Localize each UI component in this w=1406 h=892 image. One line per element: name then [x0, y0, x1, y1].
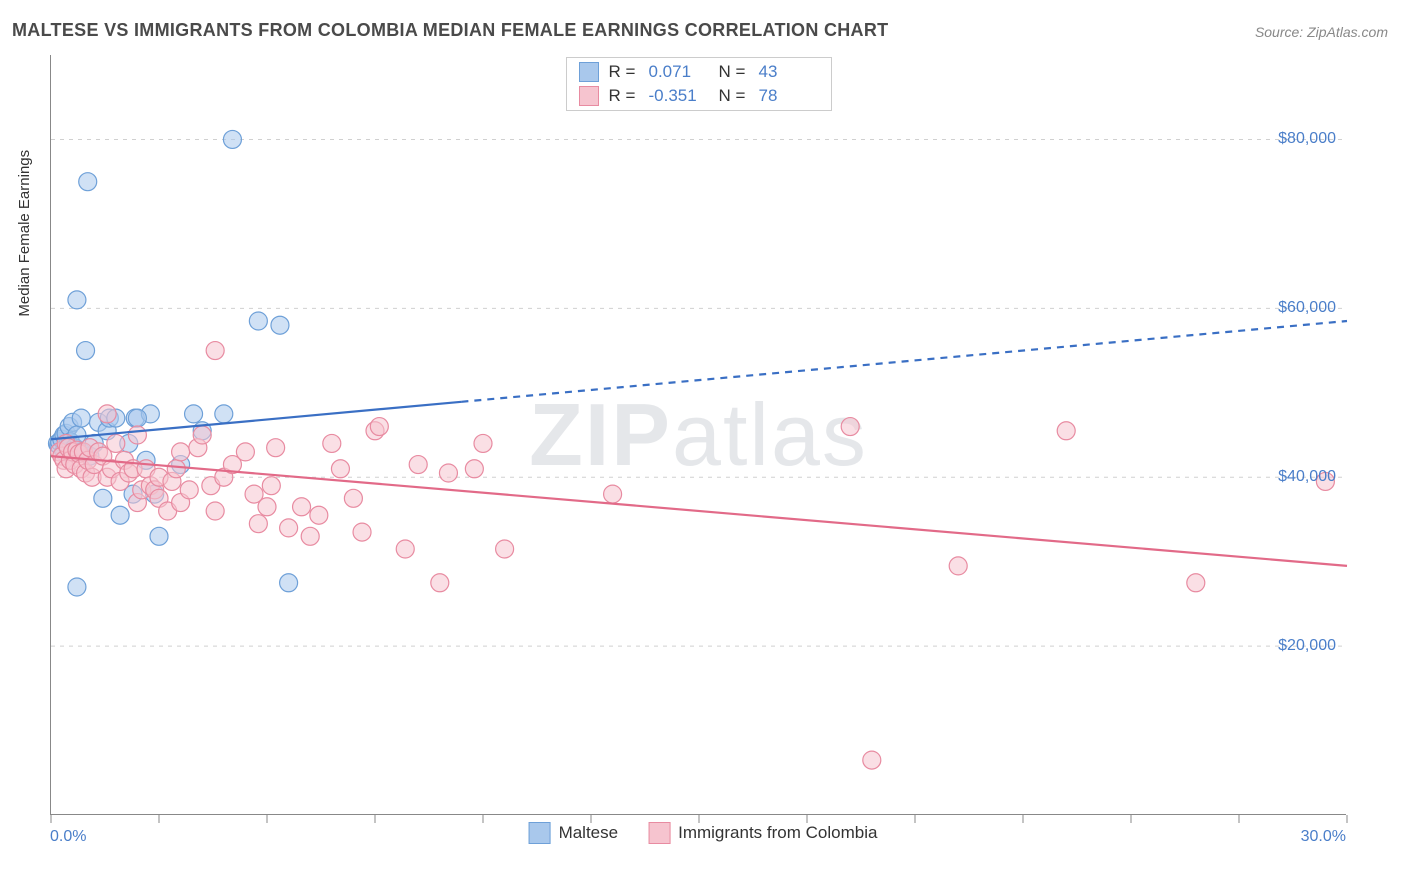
y-tick-label: $80,000	[1278, 130, 1336, 148]
x-axis-max-label: 30.0%	[1301, 828, 1346, 846]
stats-r-label: R =	[609, 86, 639, 106]
scatter-svg	[51, 55, 1347, 815]
swatch-icon	[648, 822, 670, 844]
stats-n-value: 43	[759, 62, 819, 82]
stats-n-label: N =	[719, 86, 749, 106]
plot-area: ZIPatlas R = 0.071 N = 43 R = -0.351 N =…	[50, 55, 1346, 815]
chart-container: MALTESE VS IMMIGRANTS FROM COLOMBIA MEDI…	[0, 0, 1406, 892]
stats-r-value: 0.071	[649, 62, 709, 82]
stats-legend: R = 0.071 N = 43 R = -0.351 N = 78	[566, 57, 832, 111]
y-tick-label: $60,000	[1278, 299, 1336, 317]
y-tick-label: $20,000	[1278, 637, 1336, 655]
swatch-icon	[579, 86, 599, 106]
stats-r-value: -0.351	[649, 86, 709, 106]
swatch-icon	[529, 822, 551, 844]
y-tick-label: $40,000	[1278, 468, 1336, 486]
legend-item-maltese: Maltese	[529, 822, 619, 844]
stats-n-value: 78	[759, 86, 819, 106]
swatch-icon	[579, 62, 599, 82]
stats-row-maltese: R = 0.071 N = 43	[567, 60, 831, 84]
legend-label: Immigrants from Colombia	[678, 823, 877, 843]
stats-row-colombia: R = -0.351 N = 78	[567, 84, 831, 108]
legend-item-colombia: Immigrants from Colombia	[648, 822, 877, 844]
x-axis-min-label: 0.0%	[50, 828, 86, 846]
bottom-legend: Maltese Immigrants from Colombia	[529, 822, 878, 844]
y-axis-label: Median Female Earnings	[16, 150, 33, 317]
chart-title: MALTESE VS IMMIGRANTS FROM COLOMBIA MEDI…	[12, 20, 888, 41]
stats-r-label: R =	[609, 62, 639, 82]
legend-label: Maltese	[559, 823, 619, 843]
source-attribution: Source: ZipAtlas.com	[1255, 24, 1388, 40]
stats-n-label: N =	[719, 62, 749, 82]
